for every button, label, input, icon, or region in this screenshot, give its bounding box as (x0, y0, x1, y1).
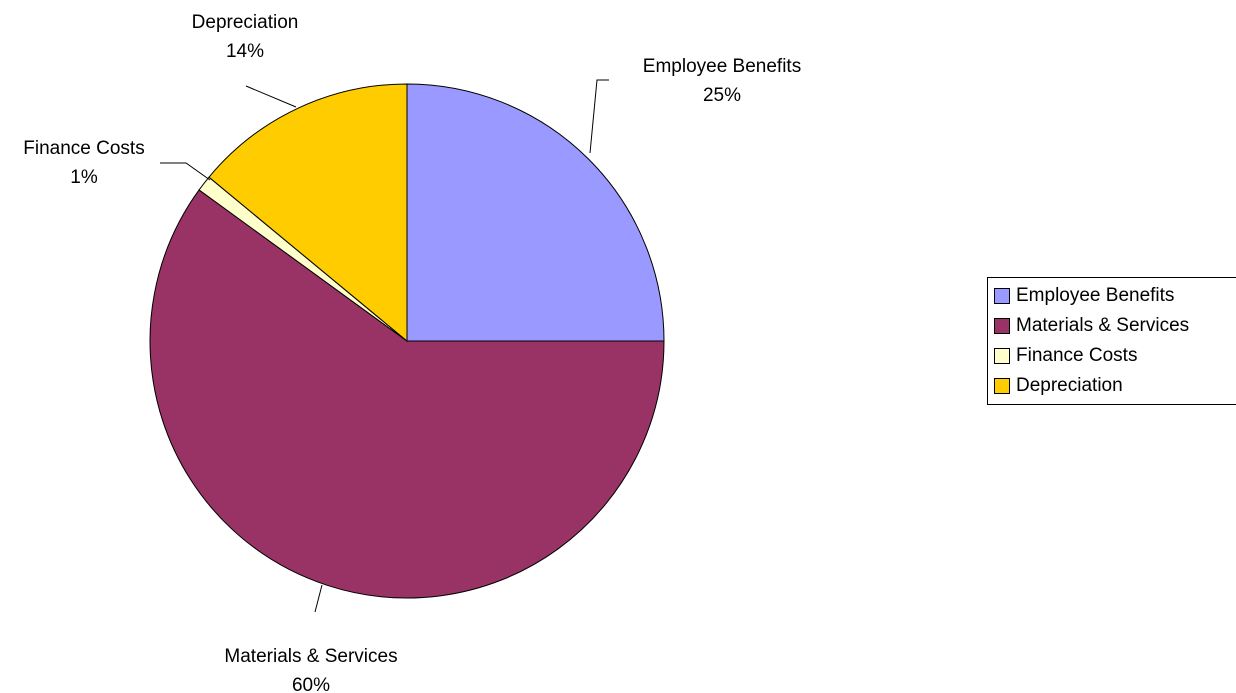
slice-materials-services (149, 189, 665, 599)
slice-percent-label: 25% (703, 85, 741, 106)
legend-label: Materials & Services (1016, 315, 1190, 336)
slice-name-label: Depreciation (192, 12, 299, 33)
legend-swatch (994, 288, 1010, 304)
slice-depreciation (208, 83, 408, 343)
legend-label: Employee Benefits (1016, 285, 1175, 306)
pie-slices (149, 83, 665, 599)
legend-item-materials-services: Materials & Services (988, 311, 1236, 341)
leader-line-materials-services (314, 584, 323, 613)
slice-name-label: Materials & Services (224, 646, 397, 667)
leader-lines (160, 79, 609, 613)
legend-item-depreciation: Depreciation (988, 371, 1236, 401)
legend-label: Finance Costs (1016, 345, 1138, 366)
legend-swatch (994, 318, 1010, 334)
slice-percent-label: 60% (292, 675, 330, 693)
legend-swatch (994, 378, 1010, 394)
slice-percent-label: 14% (226, 41, 264, 62)
slice-employee-benefits (406, 83, 665, 342)
legend-label: Depreciation (1016, 375, 1123, 396)
legend-item-employee-benefits: Employee Benefits (988, 281, 1236, 311)
legend: Employee Benefits Materials & Services F… (987, 277, 1236, 405)
legend-swatch (994, 348, 1010, 364)
leader-line-finance-costs (160, 162, 211, 181)
slice-labels: Employee Benefits 25% Materials & Services… (23, 12, 801, 693)
slice-name-label: Employee Benefits (643, 56, 801, 77)
leader-line-depreciation (245, 85, 297, 108)
slice-name-label: Finance Costs (23, 138, 144, 159)
slice-percent-label: 1% (70, 167, 98, 188)
legend-item-finance-costs: Finance Costs (988, 341, 1236, 371)
leader-line-employee-benefits (589, 79, 609, 154)
